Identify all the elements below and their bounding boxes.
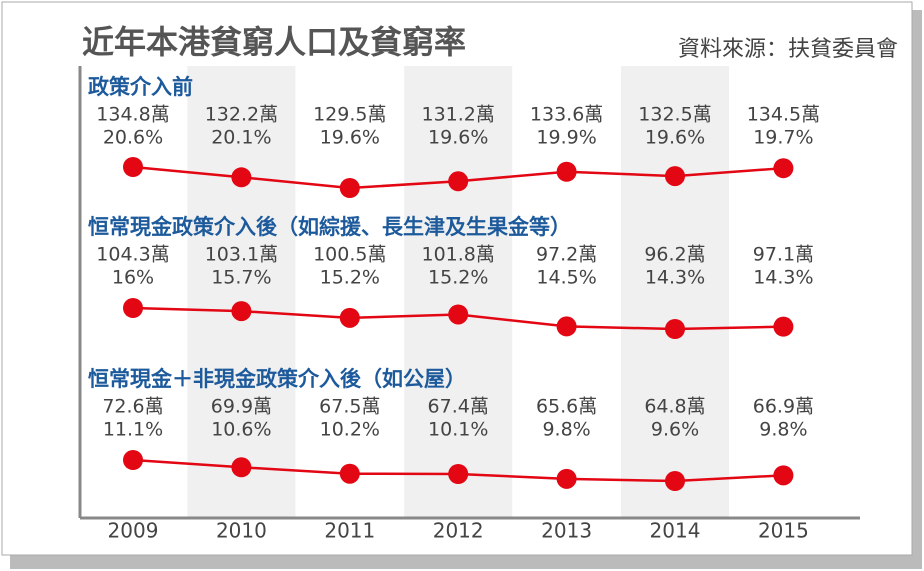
data-point (773, 158, 794, 179)
data-point (665, 471, 685, 491)
value-label: 131.2萬 (421, 104, 494, 126)
data-point (665, 166, 685, 187)
value-label: 133.6萬 (530, 104, 603, 126)
series-heading: 恒常現金政策介入後（如綜援、長生津及生果金等） (88, 215, 571, 239)
value-label: 134.5萬 (747, 104, 820, 126)
rate-label: 20.1% (211, 127, 271, 149)
data-point (231, 301, 252, 322)
data-point (339, 463, 360, 484)
x-tick-label: 2011 (324, 519, 375, 543)
value-label: 72.6萬 (102, 396, 163, 418)
rate-label: 11.1% (103, 419, 163, 441)
value-label: 132.5萬 (638, 104, 711, 126)
data-point (556, 161, 577, 182)
x-tick-label: 2014 (650, 519, 701, 543)
value-label: 104.3萬 (96, 244, 169, 266)
value-label: 69.9萬 (211, 396, 272, 418)
x-tick-label: 2010 (216, 519, 267, 543)
data-point (556, 468, 577, 489)
value-label: 67.4萬 (428, 396, 489, 418)
x-tick-label: 2012 (433, 519, 484, 543)
data-point (773, 316, 794, 337)
data-point (448, 464, 469, 484)
value-label: 67.5萬 (319, 396, 380, 418)
rate-label: 10.6% (211, 419, 271, 441)
data-point (556, 316, 577, 337)
rate-label: 14.3% (645, 267, 705, 289)
data-point (123, 450, 143, 470)
rate-label: 9.8% (542, 419, 590, 441)
source: 資料來源：扶貧委員會 (678, 37, 898, 62)
rate-label: 19.6% (320, 127, 380, 149)
value-label: 97.2萬 (536, 244, 597, 266)
column-band (404, 66, 513, 518)
rate-label: 14.3% (753, 267, 813, 289)
rate-label: 15.7% (211, 267, 271, 289)
value-label: 101.8萬 (421, 244, 494, 266)
rate-label: 15.2% (428, 267, 488, 289)
column-band (621, 66, 729, 518)
rate-label: 19.7% (753, 127, 813, 149)
chart-title: 近年本港貧窮人口及貧窮率 (82, 23, 466, 61)
data-point (123, 157, 143, 177)
value-label: 100.5萬 (313, 244, 386, 266)
rate-label: 9.8% (759, 419, 807, 441)
value-label: 64.8萬 (644, 396, 705, 418)
rate-label: 19.9% (536, 127, 596, 149)
data-point (448, 171, 469, 192)
data-point (665, 319, 685, 339)
value-label: 66.9萬 (753, 396, 814, 418)
rate-label: 16% (112, 267, 154, 289)
data-point (339, 178, 360, 198)
rate-label: 15.2% (320, 267, 380, 289)
data-point (231, 457, 252, 478)
value-label: 97.1萬 (753, 244, 814, 266)
value-label: 103.1萬 (205, 244, 278, 266)
rate-label: 19.6% (428, 127, 488, 149)
rate-label: 10.2% (320, 419, 380, 441)
data-point (231, 167, 252, 188)
x-tick-label: 2015 (758, 519, 809, 543)
value-label: 65.6萬 (536, 396, 597, 418)
rate-label: 10.1% (428, 419, 488, 441)
data-point (773, 465, 794, 486)
x-tick-label: 2009 (108, 519, 159, 543)
series-heading: 恒常現金＋非現金政策介入後（如公屋） (88, 367, 466, 391)
value-label: 134.8萬 (96, 104, 169, 126)
value-label: 96.2萬 (644, 244, 705, 266)
x-tick-label: 2013 (541, 519, 592, 543)
value-label: 132.2萬 (205, 104, 278, 126)
column-band (187, 66, 296, 518)
rate-label: 9.6% (651, 419, 699, 441)
data-point (123, 298, 143, 318)
rate-label: 14.5% (536, 267, 596, 289)
data-point (448, 304, 469, 325)
data-point (339, 307, 360, 328)
rate-label: 20.6% (103, 127, 163, 149)
value-label: 129.5萬 (313, 104, 386, 126)
rate-label: 19.6% (645, 127, 705, 149)
series-heading: 政策介入前 (88, 75, 193, 99)
